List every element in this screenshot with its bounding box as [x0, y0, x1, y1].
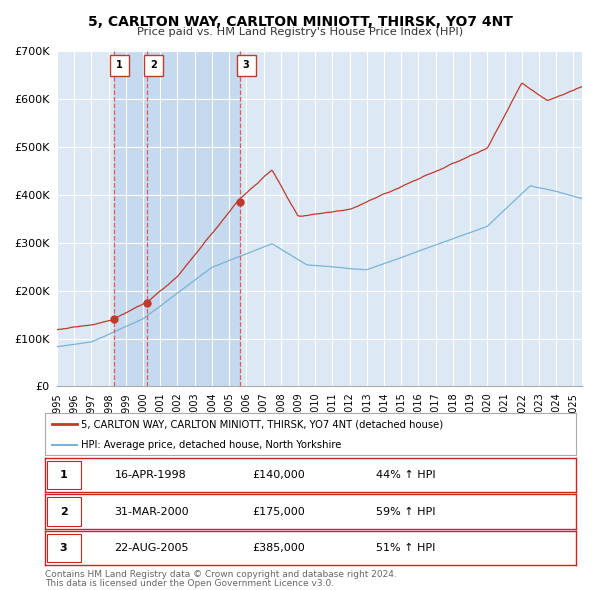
FancyBboxPatch shape: [47, 534, 81, 562]
FancyBboxPatch shape: [110, 55, 129, 76]
Text: 5, CARLTON WAY, CARLTON MINIOTT, THIRSK, YO7 4NT: 5, CARLTON WAY, CARLTON MINIOTT, THIRSK,…: [88, 15, 512, 29]
FancyBboxPatch shape: [47, 461, 81, 489]
Text: 22-AUG-2005: 22-AUG-2005: [114, 543, 188, 553]
Text: 1: 1: [116, 60, 123, 70]
Text: 1: 1: [60, 470, 67, 480]
Text: Contains HM Land Registry data © Crown copyright and database right 2024.: Contains HM Land Registry data © Crown c…: [45, 571, 397, 579]
Text: 2: 2: [150, 60, 157, 70]
Bar: [113, 51, 148, 386]
Text: 51% ↑ HPI: 51% ↑ HPI: [376, 543, 436, 553]
Text: 2: 2: [60, 507, 67, 516]
Text: 16-APR-1998: 16-APR-1998: [115, 470, 187, 480]
FancyBboxPatch shape: [237, 55, 256, 76]
Text: £385,000: £385,000: [252, 543, 305, 553]
FancyBboxPatch shape: [144, 55, 163, 76]
Text: 31-MAR-2000: 31-MAR-2000: [114, 507, 188, 516]
Text: £175,000: £175,000: [252, 507, 305, 516]
FancyBboxPatch shape: [47, 497, 81, 526]
Text: 5, CARLTON WAY, CARLTON MINIOTT, THIRSK, YO7 4NT (detached house): 5, CARLTON WAY, CARLTON MINIOTT, THIRSK,…: [81, 419, 443, 430]
Text: £140,000: £140,000: [252, 470, 305, 480]
Text: 3: 3: [60, 543, 67, 553]
Text: 59% ↑ HPI: 59% ↑ HPI: [376, 507, 436, 516]
Text: HPI: Average price, detached house, North Yorkshire: HPI: Average price, detached house, Nort…: [81, 440, 341, 450]
Text: Price paid vs. HM Land Registry's House Price Index (HPI): Price paid vs. HM Land Registry's House …: [137, 27, 463, 37]
Text: 3: 3: [243, 60, 250, 70]
Text: This data is licensed under the Open Government Licence v3.0.: This data is licensed under the Open Gov…: [45, 579, 334, 588]
Bar: [148, 51, 240, 386]
Text: 44% ↑ HPI: 44% ↑ HPI: [376, 470, 436, 480]
